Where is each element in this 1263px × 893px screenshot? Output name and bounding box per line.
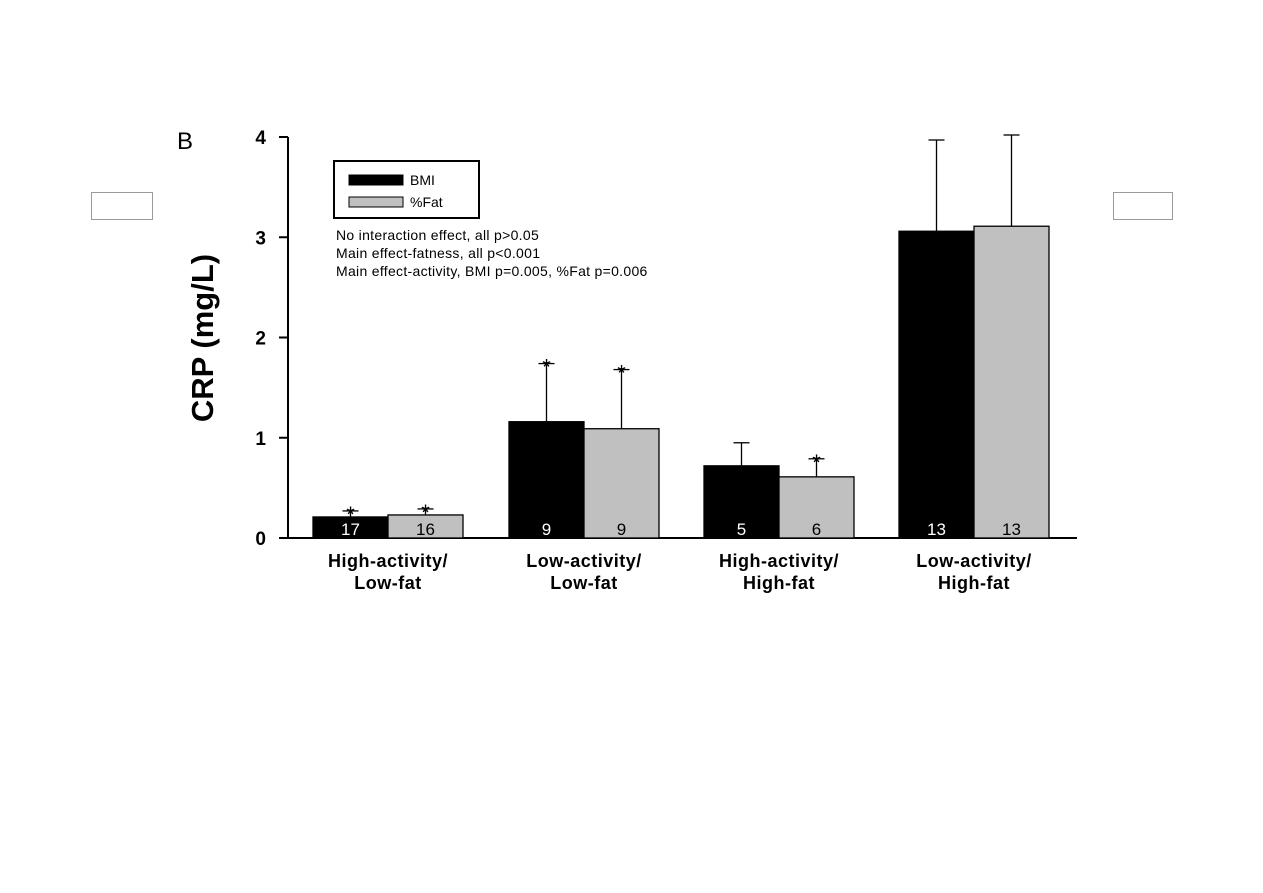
category-label: High-fat xyxy=(938,573,1010,593)
error-bars-group xyxy=(342,134,1020,517)
category-label: High-activity/ xyxy=(719,551,839,571)
category-label: Low-fat xyxy=(550,573,617,593)
category-labels-group: High-activity/Low-fatLow-activity/Low-fa… xyxy=(328,551,1032,593)
significance-stars-group: * * * * * xyxy=(346,355,821,527)
legend-frame xyxy=(333,160,480,219)
y-tick-label: 2 xyxy=(255,329,266,350)
bar xyxy=(778,476,855,539)
sample-size-label: 16 xyxy=(416,520,435,539)
y-axis-title: CRP (mg/L) xyxy=(185,254,220,422)
sample-size-label: 13 xyxy=(927,520,946,539)
y-tick-label: 4 xyxy=(255,128,266,149)
sample-size-label: 6 xyxy=(812,520,821,539)
note-interaction: No interaction effect, all p>0.05 xyxy=(336,227,539,243)
y-axis: 0 1 2 3 4 xyxy=(255,128,289,550)
y-tick-label: 3 xyxy=(255,228,266,249)
right-frame-fragment xyxy=(1113,192,1173,220)
note-fatness: Main effect-fatness, all p<0.001 xyxy=(336,245,540,261)
y-tick-label: 0 xyxy=(255,529,266,550)
category-label: Low-activity/ xyxy=(526,551,642,571)
bar xyxy=(583,428,660,539)
legend: BMI %Fat xyxy=(333,160,480,219)
legend-swatch-bmi xyxy=(348,174,404,186)
significance-star: * xyxy=(617,361,626,386)
sample-size-label: 9 xyxy=(542,520,551,539)
panel-label: B xyxy=(177,128,193,155)
note-activity: Main effect-activity, BMI p=0.005, %Fat … xyxy=(336,263,648,279)
category-label: High-fat xyxy=(743,573,815,593)
bar xyxy=(898,230,975,539)
sample-size-label: 17 xyxy=(341,520,360,539)
y-tick-label: 1 xyxy=(255,429,266,450)
legend-label-bmi: BMI xyxy=(410,172,435,188)
significance-star: * xyxy=(346,502,355,527)
legend-swatch-fat xyxy=(348,196,404,208)
legend-label-fat: %Fat xyxy=(410,194,443,210)
category-label: Low-activity/ xyxy=(916,551,1032,571)
statistics-notes: No interaction effect, all p>0.05 Main e… xyxy=(336,227,648,279)
n-labels-group: 17 9 5 13 16 9 6 13 xyxy=(341,520,1021,539)
bar xyxy=(973,225,1050,539)
bar xyxy=(508,421,585,539)
category-label: Low-fat xyxy=(354,573,421,593)
left-frame-fragment xyxy=(91,192,153,220)
significance-star: * xyxy=(812,450,821,475)
significance-star: * xyxy=(421,500,430,525)
sample-size-label: 13 xyxy=(1002,520,1021,539)
bars-group xyxy=(312,225,1050,539)
category-label: High-activity/ xyxy=(328,551,448,571)
bar xyxy=(703,465,780,539)
sample-size-label: 9 xyxy=(617,520,626,539)
sample-size-label: 5 xyxy=(737,520,746,539)
significance-star: * xyxy=(542,355,551,380)
